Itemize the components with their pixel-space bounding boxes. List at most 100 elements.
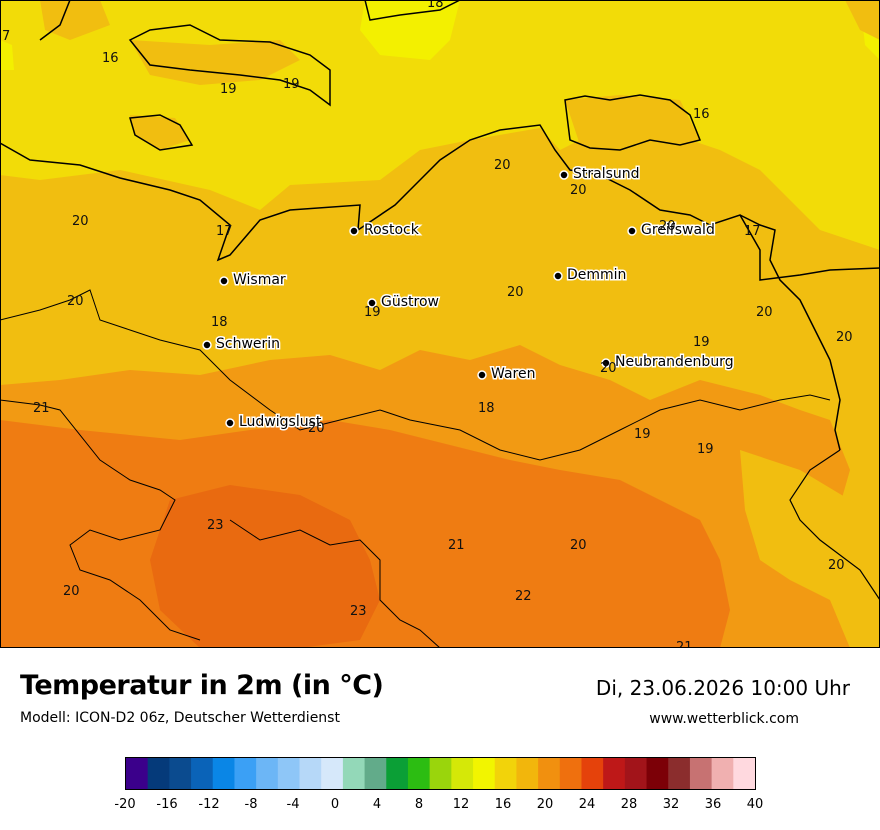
contour-label: 19 bbox=[364, 305, 381, 320]
city-schwerin[interactable]: Schwerin bbox=[202, 335, 282, 354]
city-label: Demmin bbox=[567, 267, 626, 283]
island bbox=[130, 40, 300, 85]
contour-label: 20 bbox=[828, 558, 845, 573]
border-poland bbox=[739, 214, 841, 451]
city-dot bbox=[367, 298, 377, 308]
contour-label: 23 bbox=[207, 518, 224, 533]
map-title: Temperatur in 2m (in °C) bbox=[20, 670, 384, 701]
contour-label: 21 bbox=[33, 401, 50, 416]
legend-swatch bbox=[451, 758, 474, 789]
legend-tick-label: 4 bbox=[373, 797, 381, 812]
color-legend: -20 -16 -12 -8 -4 0 4 8 12 16 20 24 28 32 36 40 bbox=[114, 755, 765, 825]
city-guestrow[interactable]: Güstrow bbox=[367, 293, 440, 312]
ruegen-outline bbox=[564, 94, 702, 151]
legend-swatch bbox=[559, 758, 582, 789]
contour-label: 23 bbox=[350, 604, 367, 619]
legend-swatch bbox=[234, 758, 257, 789]
legend-swatch bbox=[321, 758, 344, 789]
legend-tick-label: 12 bbox=[453, 797, 470, 812]
contour-label: 20 bbox=[600, 361, 617, 376]
contour-label: 20 bbox=[308, 421, 325, 436]
contour-label: 7 bbox=[2, 29, 10, 44]
legend-swatch bbox=[147, 758, 170, 789]
city-label: Güstrow bbox=[381, 294, 439, 310]
city-dot bbox=[601, 358, 611, 368]
contour-label: 17 bbox=[216, 224, 233, 239]
city-waren[interactable]: Waren bbox=[477, 365, 537, 384]
legend-tick-label: 40 bbox=[747, 797, 764, 812]
legend-frame bbox=[125, 757, 756, 790]
contour-label: 20 bbox=[570, 183, 587, 198]
legend-swatch bbox=[386, 758, 409, 789]
city-dot bbox=[219, 276, 229, 286]
legend-tick-label: -16 bbox=[156, 797, 177, 812]
island bbox=[845, 0, 880, 40]
coastline-north bbox=[364, 0, 461, 21]
contour-label: 18 bbox=[211, 315, 228, 330]
contour-label: 21 bbox=[676, 640, 693, 648]
legend-swatch bbox=[689, 758, 713, 789]
contour-label: 20 bbox=[63, 584, 80, 599]
city-label: Schwerin bbox=[216, 336, 280, 352]
legend-tick-label: 24 bbox=[579, 797, 596, 812]
city-dot bbox=[225, 418, 235, 428]
city-greifswald[interactable]: Greifswald bbox=[627, 221, 716, 240]
coastline bbox=[0, 124, 880, 281]
land-hot bbox=[150, 485, 380, 648]
city-label: Neubrandenburg bbox=[615, 354, 734, 370]
contour-label: 18 bbox=[478, 401, 495, 416]
legend-swatch bbox=[646, 758, 669, 789]
island bbox=[40, 0, 110, 40]
legend-tick-label: 36 bbox=[705, 797, 722, 812]
contour-label: 20 bbox=[67, 294, 84, 309]
legend-ticks: -20 -16 -12 -8 -4 0 4 8 12 16 20 24 28 32 36 40 bbox=[114, 797, 764, 812]
contour-label: 17 bbox=[744, 224, 761, 239]
contour-label: 19 bbox=[220, 82, 237, 97]
city-stralsund[interactable]: Stralsund bbox=[559, 165, 641, 184]
legend-tick-label: -4 bbox=[287, 797, 300, 812]
island bbox=[130, 115, 190, 150]
legend-swatch bbox=[473, 758, 496, 789]
legend-tick-label: 0 bbox=[331, 797, 339, 812]
contour-label: 19 bbox=[634, 427, 651, 442]
state-border bbox=[0, 399, 201, 641]
city-wismar[interactable]: Wismar bbox=[219, 271, 287, 290]
forecast-datetime: Di, 23.06.2026 10:00 Uhr bbox=[595, 676, 850, 700]
contour-label: 22 bbox=[515, 589, 532, 604]
city-neubrandenburg[interactable]: Neubrandenburg bbox=[601, 353, 735, 372]
contour-label: 20 bbox=[494, 158, 511, 173]
contour-label: 16 bbox=[693, 107, 710, 122]
legend-swatch bbox=[342, 758, 366, 789]
city-dot bbox=[627, 226, 637, 236]
legend-tick-label: 16 bbox=[495, 797, 512, 812]
city-ludwigslust[interactable]: Ludwigslust bbox=[225, 413, 323, 432]
city-dot bbox=[477, 370, 487, 380]
city-label: Greifswald bbox=[641, 222, 715, 238]
legend-swatch bbox=[603, 758, 626, 789]
legend-swatch bbox=[212, 758, 235, 789]
legend-tick-label: -8 bbox=[245, 797, 258, 812]
contour-label: 16 bbox=[102, 51, 119, 66]
legend-swatch bbox=[299, 758, 322, 789]
island-outline bbox=[128, 24, 331, 107]
legend-swatch bbox=[126, 758, 149, 789]
legend-swatch bbox=[624, 758, 648, 789]
contour-label: 20 bbox=[72, 214, 89, 229]
city-dot bbox=[349, 226, 359, 236]
legend-swatch bbox=[711, 758, 734, 789]
legend-swatches bbox=[126, 758, 756, 789]
model-source: Modell: ICON-D2 06z, Deutscher Wetterdie… bbox=[20, 710, 340, 726]
city-dot bbox=[553, 271, 563, 281]
contour-label: 18 bbox=[427, 0, 444, 11]
map-svg: Stralsund Rostock Greifswald Wismar Demm… bbox=[0, 0, 880, 648]
website-link[interactable]: www.wetterblick.com bbox=[649, 711, 799, 727]
contour-label: 20 bbox=[659, 219, 676, 234]
legend-tick-label: 20 bbox=[537, 797, 554, 812]
land-southeast bbox=[740, 450, 880, 648]
city-rostock[interactable]: Rostock bbox=[349, 221, 421, 240]
state-border bbox=[229, 519, 441, 648]
legend-swatch bbox=[668, 758, 691, 789]
legend-swatch bbox=[581, 758, 604, 789]
city-demmin[interactable]: Demmin bbox=[553, 266, 628, 285]
city-dot bbox=[202, 340, 212, 350]
